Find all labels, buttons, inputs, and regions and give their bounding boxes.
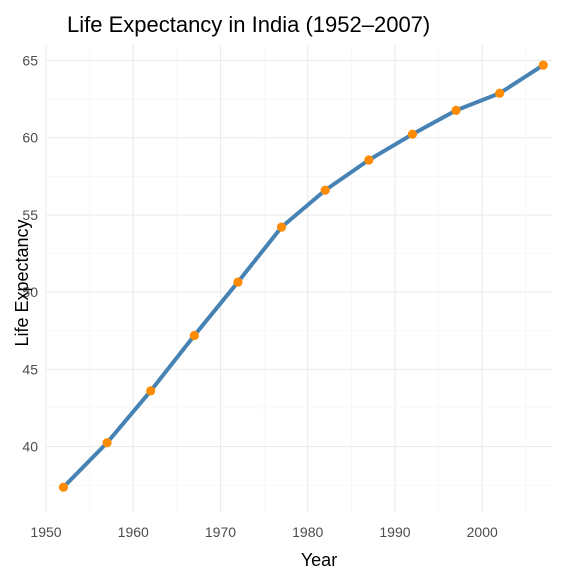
data-point: [233, 277, 243, 287]
y-axis-ticks: 40 45 50 55 60 65: [22, 52, 38, 454]
x-tick-label: 2000: [467, 524, 498, 540]
data-point: [276, 222, 287, 232]
chart-title: Life Expectancy in India (1952–2007): [67, 12, 430, 37]
x-axis-label: Year: [301, 550, 337, 570]
y-tick-label: 40: [22, 439, 38, 455]
data-point: [407, 129, 418, 139]
data-point: [320, 185, 330, 195]
y-tick-label: 65: [22, 52, 38, 68]
grid: [45, 45, 552, 513]
x-tick-label: 1970: [205, 524, 236, 540]
data-point: [102, 438, 112, 448]
data-point: [146, 386, 156, 396]
y-tick-label: 55: [22, 207, 38, 223]
x-tick-label: 1960: [118, 524, 149, 540]
data-point: [364, 155, 374, 165]
y-tick-label: 50: [22, 284, 38, 300]
x-axis-ticks: 1950 1960 1970 1980 1990 2000: [30, 524, 498, 540]
data-point: [189, 330, 199, 341]
y-tick-label: 45: [22, 361, 38, 377]
y-axis-label: Life Expectancy: [12, 219, 32, 346]
x-tick-label: 1980: [292, 524, 323, 540]
x-tick-label: 1950: [30, 524, 61, 540]
data-point: [451, 105, 461, 116]
series-line: [61, 63, 546, 490]
x-tick-label: 1990: [379, 524, 410, 540]
data-points: [58, 60, 548, 492]
y-tick-label: 60: [22, 130, 38, 146]
data-point: [58, 482, 69, 492]
data-point: [495, 88, 505, 98]
data-point: [538, 60, 548, 70]
